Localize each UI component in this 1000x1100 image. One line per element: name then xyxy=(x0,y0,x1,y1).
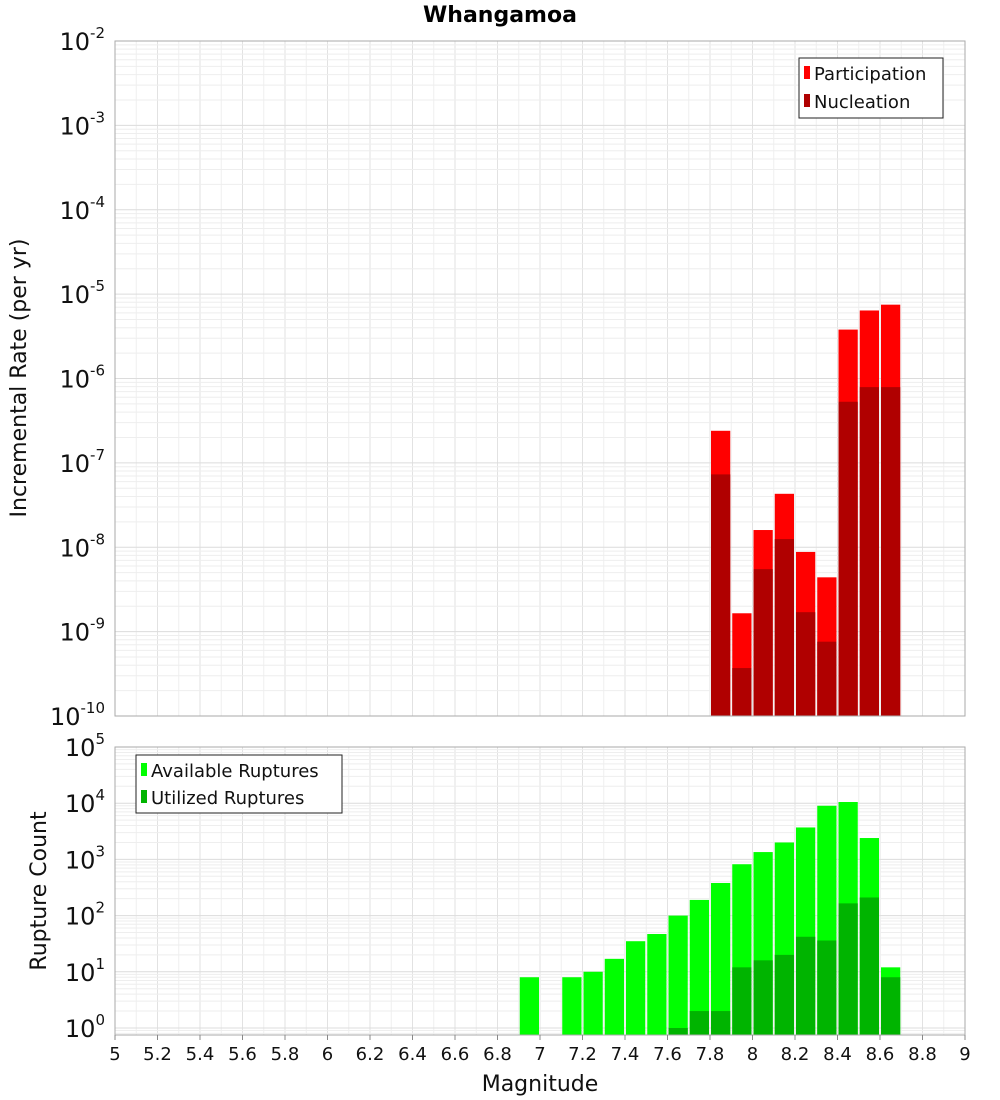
x-tick-label: 5.2 xyxy=(143,1044,172,1065)
count-y-ticks: 100 101 102 103 104 105 xyxy=(65,730,105,1043)
x-tick-label: 5.4 xyxy=(186,1044,215,1065)
count-bar-utilized-ruptures xyxy=(859,897,879,1035)
rate-plot-frame xyxy=(114,40,966,717)
count-bar-available-ruptures xyxy=(583,971,603,1035)
x-tick-label: 6 xyxy=(322,1044,333,1065)
count-bar-utilized-ruptures xyxy=(689,1011,709,1035)
nucleation-legend-label: Nucleation xyxy=(814,92,910,113)
count-y-tick-label: 105 xyxy=(65,730,105,762)
x-tick-label: 8.4 xyxy=(823,1044,852,1065)
count-y-tick-label: 104 xyxy=(65,786,105,818)
rate-y-tick-label: 10-9 xyxy=(59,615,105,647)
available-legend-label: Available Ruptures xyxy=(151,761,319,782)
count-bar-utilized-ruptures xyxy=(817,940,837,1035)
rate-bars xyxy=(711,304,901,716)
rate-legend-box xyxy=(798,57,944,119)
count-bar-available-ruptures xyxy=(626,941,646,1035)
x-tick-label: 7 xyxy=(534,1044,545,1065)
rate-y-tick-label: 10-5 xyxy=(59,277,105,309)
rate-bar-nucleation xyxy=(732,668,752,716)
participation-legend-swatch xyxy=(804,66,810,79)
count-bar-utilized-ruptures xyxy=(668,1027,688,1035)
count-bar-available-ruptures xyxy=(689,899,709,1035)
count-panel: 100 101 102 103 104 105 5 5.2 5.4 5.6 5.8 6 6.2 6.4 6… xyxy=(27,730,971,1097)
count-bar-available-ruptures xyxy=(711,883,731,1035)
x-tick-label: 6.6 xyxy=(441,1044,470,1065)
count-y-axis-label: Rupture Count xyxy=(27,811,52,971)
rate-bar-nucleation xyxy=(817,641,837,716)
rate-y-axis-label: Incremental Rate (per yr) xyxy=(7,239,32,518)
count-y-tick-label: 103 xyxy=(65,842,105,874)
rate-bar-nucleation xyxy=(774,539,794,716)
magnitude-x-ticks: 5 5.2 5.4 5.6 5.8 6 6.2 6.4 6.6 6.8 7 7.2 7.4 7.6 7.8 8… xyxy=(109,1035,971,1065)
count-bar-utilized-ruptures xyxy=(711,1011,731,1035)
x-tick-label: 9 xyxy=(959,1044,970,1065)
count-bar-available-ruptures xyxy=(668,915,688,1035)
x-tick-label: 6.8 xyxy=(483,1044,512,1065)
rate-bar-nucleation xyxy=(796,612,816,716)
count-legend: Available Ruptures Utilized Ruptures xyxy=(135,754,343,814)
x-tick-label: 6.2 xyxy=(356,1044,385,1065)
count-y-tick-label: 102 xyxy=(65,899,105,931)
available-legend-swatch xyxy=(141,763,147,776)
x-tick-label: 8 xyxy=(747,1044,758,1065)
x-tick-label: 7.8 xyxy=(696,1044,725,1065)
rate-bar-nucleation xyxy=(881,387,901,716)
utilized-legend-label: Utilized Ruptures xyxy=(151,788,304,809)
utilized-legend-swatch xyxy=(141,790,147,803)
x-tick-label: 7.4 xyxy=(611,1044,640,1065)
rate-bar-nucleation xyxy=(859,387,879,716)
count-bar-utilized-ruptures xyxy=(838,903,858,1035)
rate-y-ticks: 10-10 10-9 10-8 10-7 10-6 10-5 10-4 10-3 10-2 xyxy=(50,24,105,731)
chart-title: Whangamoa xyxy=(423,3,577,28)
x-tick-label: 5.6 xyxy=(228,1044,257,1065)
rate-grid xyxy=(114,40,966,717)
x-tick-label: 5 xyxy=(109,1044,120,1065)
rate-y-tick-label: 10-4 xyxy=(59,193,105,225)
count-bar-utilized-ruptures xyxy=(753,960,773,1035)
x-tick-label: 7.2 xyxy=(568,1044,597,1065)
count-bar-available-ruptures xyxy=(604,958,624,1035)
x-tick-label: 6.4 xyxy=(398,1044,427,1065)
rate-panel: 10-10 10-9 10-8 10-7 10-6 10-5 10-4 10-3 10-2 In… xyxy=(7,24,966,731)
x-tick-label: 8.6 xyxy=(866,1044,895,1065)
rate-legend: Participation Nucleation xyxy=(798,57,944,119)
count-bars xyxy=(519,802,901,1035)
x-tick-label: 8.8 xyxy=(908,1044,937,1065)
count-y-tick-label: 101 xyxy=(65,955,105,987)
count-y-tick-label: 100 xyxy=(65,1011,105,1043)
participation-legend-label: Participation xyxy=(814,64,926,85)
rate-y-tick-label: 10-6 xyxy=(59,362,105,394)
rate-y-tick-label: 10-2 xyxy=(59,24,105,56)
count-bar-available-ruptures xyxy=(562,977,582,1035)
rate-y-tick-label: 10-10 xyxy=(50,699,105,731)
rate-y-tick-label: 10-3 xyxy=(59,108,105,140)
rate-bar-nucleation xyxy=(753,569,773,716)
rate-y-tick-label: 10-7 xyxy=(59,446,105,478)
rate-y-tick-label: 10-8 xyxy=(59,530,105,562)
count-bar-utilized-ruptures xyxy=(774,954,794,1035)
count-bar-available-ruptures xyxy=(647,934,667,1035)
x-axis-label: Magnitude xyxy=(482,1072,599,1097)
x-tick-label: 5.8 xyxy=(271,1044,300,1065)
count-bar-utilized-ruptures xyxy=(881,977,901,1035)
count-bar-utilized-ruptures xyxy=(732,967,752,1035)
x-tick-label: 7.6 xyxy=(653,1044,682,1065)
count-bar-utilized-ruptures xyxy=(796,936,816,1035)
rate-bar-nucleation xyxy=(711,474,731,716)
count-bar-available-ruptures xyxy=(519,977,539,1035)
rate-bar-nucleation xyxy=(838,401,858,716)
nucleation-legend-swatch xyxy=(804,94,810,107)
x-tick-label: 8.2 xyxy=(781,1044,810,1065)
count-legend-box xyxy=(135,754,343,814)
